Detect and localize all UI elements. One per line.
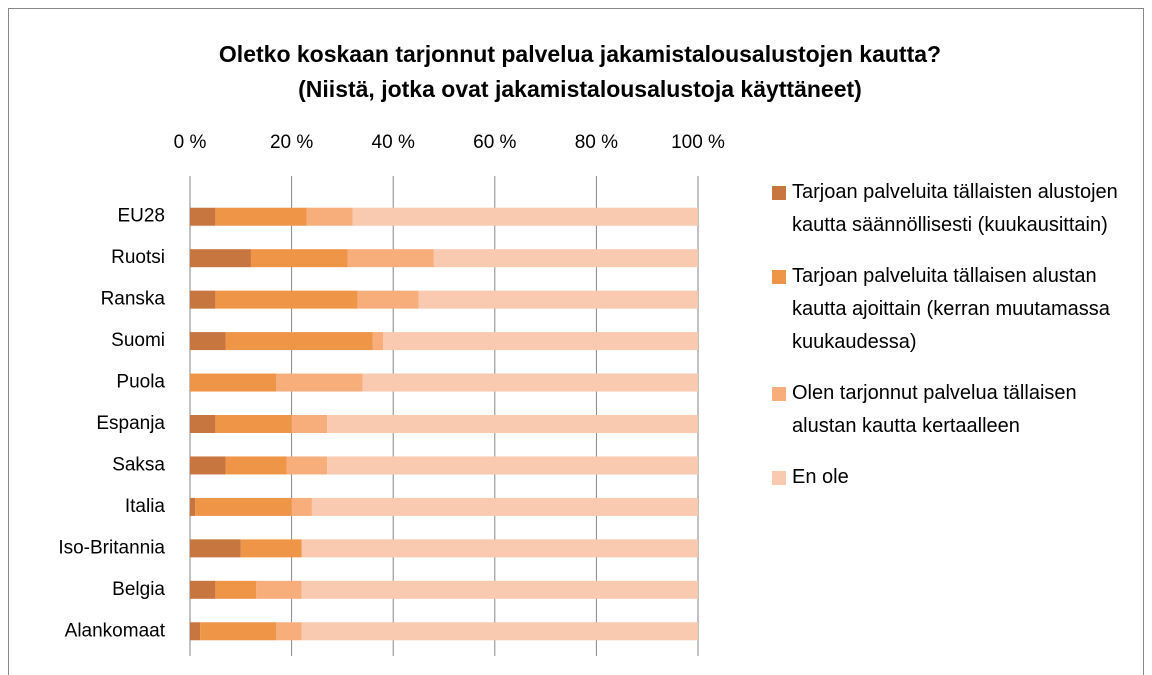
- bar-segment: [256, 580, 302, 599]
- bar-segment: [190, 373, 277, 392]
- legend-item: Tarjoan palveluita tällaisen alustan kau…: [772, 260, 1142, 359]
- bar-segment: [190, 539, 241, 558]
- bar-segment: [215, 580, 257, 599]
- chart-subtitle: (Niistä, jotka ovat jakamistalousalustoj…: [298, 76, 862, 102]
- legend-label: Olen tarjonnut palvelua tällaisen alusta…: [792, 382, 1077, 437]
- bar-segment: [311, 497, 698, 516]
- y-tick-label: Espanja: [96, 413, 165, 434]
- bar-segment: [291, 497, 312, 516]
- x-tick-label: 40 %: [372, 132, 415, 153]
- bar-segment: [190, 622, 201, 641]
- y-tick-label: Ruotsi: [111, 247, 165, 268]
- bar-segment: [418, 290, 698, 309]
- y-tick-label: Ranska: [101, 289, 166, 310]
- bar-segment: [190, 415, 216, 433]
- bar-segment: [286, 456, 328, 475]
- legend-item: Tarjoan palveluita tällaisten alustojen …: [772, 176, 1142, 242]
- legend-label: En ole: [792, 466, 849, 488]
- bar-segment: [372, 332, 384, 351]
- bar-segment: [276, 622, 302, 641]
- bar-segment: [195, 497, 292, 516]
- bar-segment: [190, 332, 226, 351]
- bar-segment: [276, 373, 363, 392]
- y-tick-label: Suomi: [111, 330, 165, 351]
- y-tick-label: Alankomaat: [65, 620, 166, 641]
- y-tick-label: Puola: [116, 372, 165, 393]
- bar-segment: [190, 249, 251, 268]
- bar-segment: [383, 332, 698, 351]
- bar-segment: [190, 207, 216, 226]
- chart-title: Oletko koskaan tarjonnut palvelua jakami…: [219, 41, 941, 67]
- bar-segment: [215, 290, 358, 309]
- x-tick-label: 80 %: [575, 132, 618, 153]
- legend-label: Tarjoan palveluita tällaisen alustan kau…: [792, 265, 1110, 353]
- y-tick-label: EU28: [117, 206, 165, 227]
- bar-segment: [190, 497, 196, 516]
- y-tick-label: Saksa: [112, 454, 165, 475]
- bar-segment: [347, 249, 434, 268]
- bar-segment: [190, 456, 226, 475]
- x-tick-label: 60 %: [473, 132, 516, 153]
- x-tick-label: 20 %: [270, 132, 313, 153]
- x-tick-label: 0 %: [174, 132, 207, 153]
- legend-item: En ole: [772, 461, 1142, 494]
- bar-segment: [327, 415, 698, 433]
- x-tick-label: 100 %: [671, 132, 725, 153]
- bar-segment: [357, 290, 419, 309]
- bar-segment: [215, 415, 292, 433]
- frame: [8, 8, 1144, 675]
- bar-segment: [225, 456, 287, 475]
- bar-segment: [352, 207, 698, 226]
- bar-segment: [190, 580, 216, 599]
- y-tick-label: Iso-Britannia: [58, 537, 165, 558]
- bar-segment: [225, 332, 373, 351]
- bar-segment: [200, 622, 277, 641]
- bar-segment: [301, 580, 698, 599]
- y-tick-label: Italia: [125, 496, 166, 517]
- legend: Tarjoan palveluita tällaisten alustojen …: [772, 176, 1142, 512]
- bar-segment: [327, 456, 698, 475]
- legend-item: Olen tarjonnut palvelua tällaisen alusta…: [772, 377, 1142, 443]
- bar-segment: [301, 622, 698, 641]
- bar-segment: [190, 290, 216, 309]
- bar-segment: [291, 415, 328, 433]
- legend-swatch: [772, 186, 786, 200]
- legend-swatch: [772, 270, 786, 284]
- bar-segment: [433, 249, 698, 268]
- legend-swatch: [772, 471, 786, 485]
- legend-swatch: [772, 387, 786, 401]
- legend-label: Tarjoan palveluita tällaisten alustojen …: [792, 181, 1118, 236]
- bar-segment: [306, 207, 353, 226]
- bar-segment: [362, 373, 698, 392]
- bar-segment: [250, 249, 348, 268]
- bar-segment: [215, 207, 307, 226]
- bar-segment: [240, 539, 302, 558]
- bar-segment: [301, 539, 698, 558]
- y-tick-label: Belgia: [112, 579, 165, 600]
